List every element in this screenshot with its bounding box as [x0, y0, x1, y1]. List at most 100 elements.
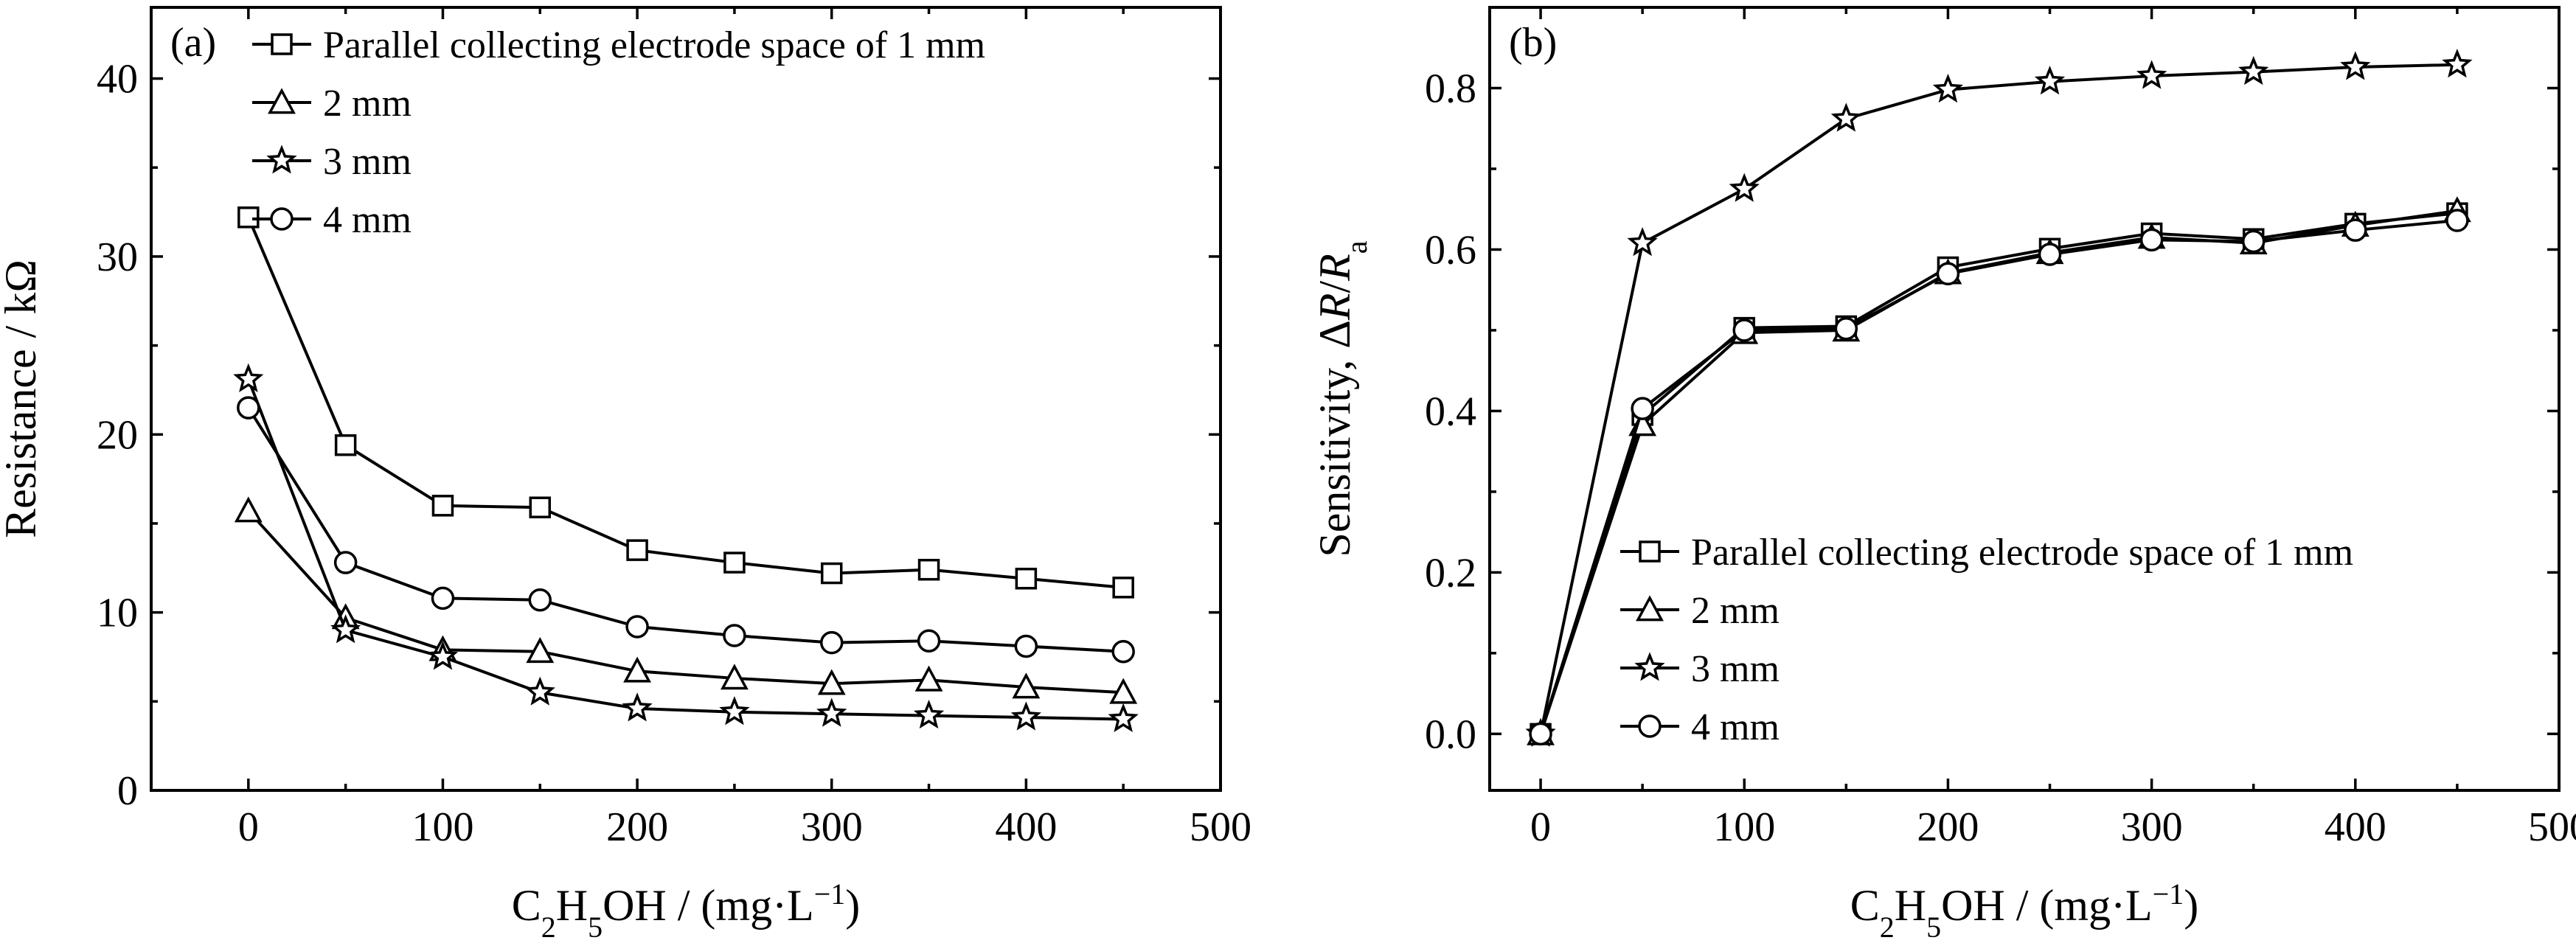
series-line	[1539, 63, 2457, 734]
x-tick-label: 100	[412, 804, 473, 850]
legend-marker-circle	[1638, 714, 1662, 738]
data-point-circle	[237, 396, 260, 420]
data-point-circle	[625, 615, 649, 638]
data-point-circle	[819, 630, 844, 655]
data-point-square	[431, 495, 454, 517]
x-tick-label: 500	[2528, 804, 2576, 850]
series-star	[1525, 49, 2473, 747]
data-point-circle	[1936, 262, 1960, 286]
data-point-circle	[2139, 228, 2164, 252]
y-tick-label: 0	[117, 768, 138, 814]
data-point-star	[2442, 49, 2473, 78]
y-tick-label: 10	[97, 591, 138, 636]
x-tick-label: 300	[801, 804, 863, 850]
legend-label: 2 mm	[323, 83, 412, 125]
data-point-star	[816, 697, 847, 727]
x-tick-label: 100	[1713, 804, 1775, 850]
series-circle	[1529, 209, 2469, 746]
series-line	[1539, 209, 2458, 734]
data-point-circle	[333, 551, 358, 574]
panel-a-resistance-chart: 0 100 200 300 400 500 0 10 20 30 40 (a) C2H5OH / (mg…	[0, 6, 1251, 943]
data-point-circle	[2344, 218, 2367, 242]
data-point-circle	[723, 624, 746, 647]
data-point-circle	[1732, 319, 1756, 342]
legend-marker-triangle	[268, 88, 296, 114]
legend-marker-square	[271, 33, 293, 55]
series-line	[246, 217, 1124, 589]
panel-tag: (a)	[170, 20, 216, 66]
data-point-triangle	[817, 669, 846, 695]
data-point-square	[626, 539, 648, 561]
data-point-star	[427, 641, 459, 670]
legend-marker-square	[1639, 540, 1661, 563]
data-point-star	[2034, 66, 2066, 95]
series-line	[1539, 219, 2458, 734]
panel-tag: (b)	[1509, 20, 1557, 66]
data-point-triangle	[1109, 678, 1138, 704]
x-tick-label: 200	[1917, 804, 1979, 850]
series-square	[1530, 202, 2468, 745]
data-point-star	[1932, 73, 1964, 103]
data-point-star	[233, 363, 264, 392]
data-point-square	[237, 206, 260, 229]
data-point-triangle	[234, 496, 263, 523]
data-point-square	[723, 551, 746, 574]
y-tick-label: 0.4	[1425, 389, 1476, 434]
data-point-circle	[1529, 722, 1552, 746]
data-point-triangle	[623, 656, 652, 683]
x-axis-label: C2H5OH / (mg·L−1)	[512, 877, 861, 943]
legend: Parallel collecting electrode space of 1…	[1620, 532, 2353, 748]
data-point-star	[524, 676, 555, 706]
data-point-circle	[2038, 243, 2062, 266]
legend-label: Parallel collecting electrode space of 1…	[1691, 532, 2353, 574]
x-axis-label: C2H5OH / (mg·L−1)	[1850, 877, 2199, 943]
data-point-circle	[1014, 634, 1038, 658]
plot-frame	[1488, 6, 2561, 792]
legend-label: 4 mm	[1691, 706, 1780, 748]
data-point-circle	[1111, 639, 1135, 664]
legend-marker-star	[266, 145, 297, 174]
data-point-square	[1112, 577, 1134, 599]
series-line	[247, 407, 1124, 653]
x-tick-label: 0	[1530, 804, 1551, 850]
y-tick-label: 30	[97, 234, 138, 280]
x-tick-label: 0	[238, 804, 259, 850]
y-tick-label: 0.6	[1425, 227, 1476, 273]
data-point-triangle	[526, 637, 555, 664]
legend-label: 4 mm	[323, 199, 412, 241]
plot-frame	[150, 6, 1222, 792]
data-point-star	[2340, 51, 2371, 80]
legend-marker-triangle	[1636, 595, 1664, 622]
data-point-circle	[917, 629, 941, 653]
x-tick-label: 400	[2325, 804, 2386, 850]
data-point-star	[2136, 60, 2167, 89]
data-point-star	[622, 692, 653, 722]
y-tick-label: 0.2	[1425, 550, 1476, 596]
data-point-star	[1108, 703, 1139, 732]
legend-label: 2 mm	[1691, 590, 1780, 632]
y-tick-label: 0.8	[1425, 66, 1476, 111]
y-tick-label: 40	[97, 57, 138, 102]
data-point-star	[913, 699, 945, 729]
series-line	[247, 509, 1124, 695]
data-point-square	[334, 434, 357, 456]
data-point-star	[2238, 55, 2269, 86]
data-point-circle	[1631, 397, 1654, 420]
x-tick-label: 300	[2121, 804, 2183, 850]
data-point-star	[1010, 701, 1041, 731]
data-point-circle	[431, 586, 455, 610]
data-point-triangle	[1012, 672, 1041, 699]
data-point-star	[1830, 102, 1861, 132]
series-triangle	[1527, 196, 2471, 745]
y-tick-label: 20	[97, 412, 138, 458]
legend-label: 3 mm	[323, 141, 412, 183]
series-line	[246, 378, 1124, 721]
x-tick-label: 500	[1190, 804, 1251, 850]
data-point-star	[330, 614, 361, 644]
data-point-square	[917, 558, 940, 581]
series-square	[237, 206, 1134, 599]
legend-marker-star	[1634, 652, 1665, 681]
data-point-square	[820, 562, 843, 585]
data-point-triangle	[914, 665, 943, 692]
